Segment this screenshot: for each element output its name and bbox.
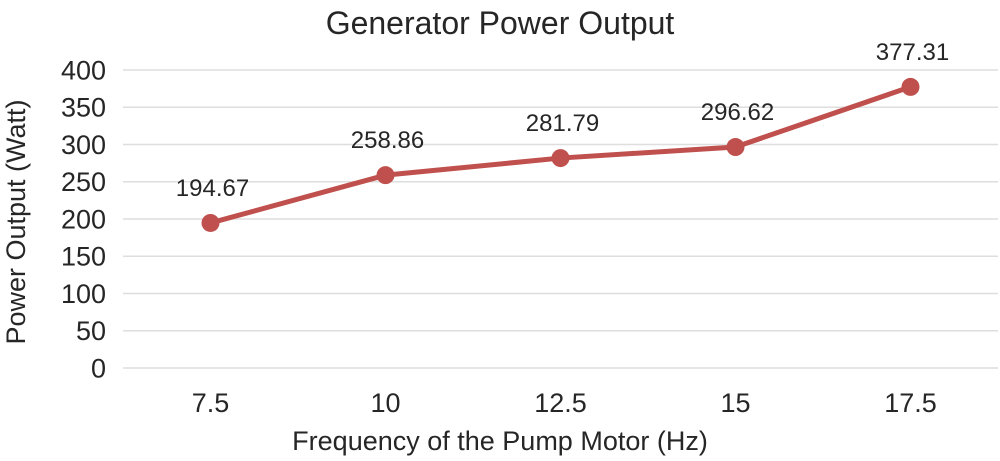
y-tick-label: 350 <box>61 93 106 123</box>
y-tick-label: 250 <box>61 167 106 197</box>
y-tick-label: 0 <box>91 353 106 383</box>
y-tick-labels: 0 50 100 150 200 250 300 350 400 <box>61 55 106 383</box>
y-tick-label: 50 <box>76 316 106 346</box>
x-tick-label: 15 <box>720 388 750 418</box>
data-point-label: 258.86 <box>351 127 424 154</box>
data-point-marker <box>201 213 220 232</box>
data-point-marker <box>376 166 395 185</box>
y-tick-label: 300 <box>61 130 106 160</box>
series-group <box>201 77 920 232</box>
y-tick-label: 400 <box>61 55 106 85</box>
data-labels: 194.67 258.86 281.79 296.62 377.31 <box>176 39 949 202</box>
data-point-marker <box>901 77 920 96</box>
x-tick-label: 7.5 <box>192 388 230 418</box>
y-tick-label: 200 <box>61 204 106 234</box>
x-tick-label: 10 <box>370 388 400 418</box>
data-point-label: 194.67 <box>176 175 249 202</box>
data-point-marker <box>726 138 745 157</box>
data-point-label: 377.31 <box>876 39 949 66</box>
gridlines <box>123 69 998 369</box>
y-tick-label: 100 <box>61 279 106 309</box>
y-tick-label: 150 <box>61 242 106 272</box>
x-tick-label: 17.5 <box>884 388 937 418</box>
data-point-marker <box>551 149 570 168</box>
y-axis-title: Power Output (Watt) <box>1 99 31 344</box>
data-point-label: 296.62 <box>701 99 774 126</box>
chart-title: Generator Power Output <box>326 5 675 41</box>
x-tick-label: 12.5 <box>534 388 587 418</box>
data-point-label: 281.79 <box>526 110 599 137</box>
x-tick-labels: 7.5 10 12.5 15 17.5 <box>192 388 937 418</box>
x-axis-title: Frequency of the Pump Motor (Hz) <box>292 426 708 456</box>
